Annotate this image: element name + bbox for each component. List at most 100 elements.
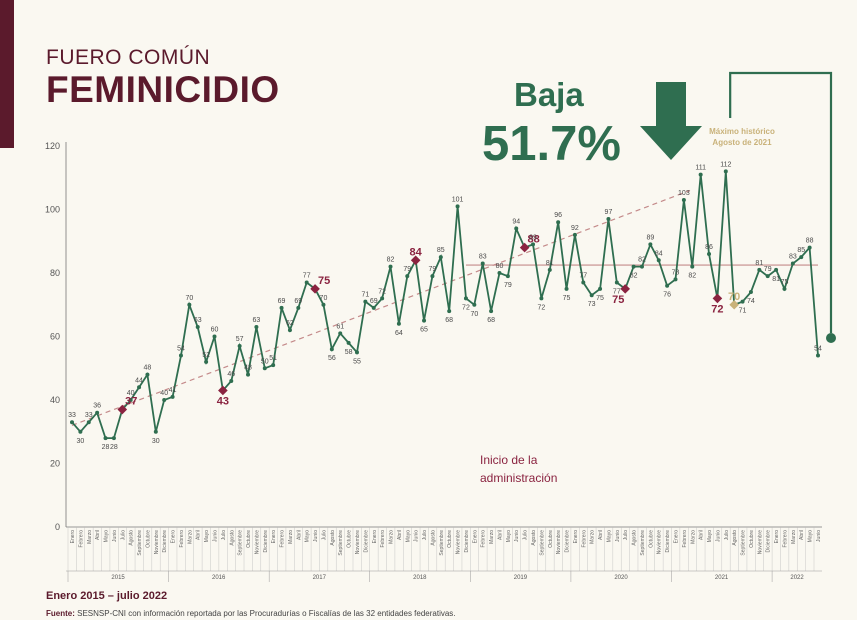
bracket-end-dot xyxy=(826,333,836,343)
arrow-down-icon xyxy=(640,82,702,160)
data-point xyxy=(765,274,770,279)
data-label: 60 xyxy=(211,327,219,334)
data-label: 77 xyxy=(579,273,587,280)
year-label: 2021 xyxy=(715,575,729,581)
month-tick-label: Diciembre xyxy=(665,530,671,553)
data-point xyxy=(438,255,443,260)
data-point xyxy=(237,344,242,349)
data-point xyxy=(656,258,661,263)
month-tick-label: Julio xyxy=(422,530,428,541)
source-label: Fuente: xyxy=(46,609,75,618)
admin-annotation-line1: Inicio de la xyxy=(480,453,538,467)
data-point xyxy=(614,280,619,285)
data-label: 77 xyxy=(613,289,621,296)
data-label: 82 xyxy=(387,257,395,264)
month-tick-label: Marzo xyxy=(389,530,395,544)
period-label: Enero 2015 – julio 2022 xyxy=(46,590,168,602)
month-tick-label: Agosto xyxy=(632,530,638,546)
highlight-point xyxy=(218,385,228,396)
data-label: 70 xyxy=(728,291,740,303)
month-tick-label: Abril xyxy=(296,530,302,540)
data-point xyxy=(648,242,653,247)
month-tick-label: Junio xyxy=(414,530,420,542)
month-tick-label: Noviembre xyxy=(757,530,763,554)
data-point xyxy=(707,251,712,256)
month-tick-label: Agosto xyxy=(330,530,336,546)
data-point xyxy=(279,305,284,310)
month-tick-label: Noviembre xyxy=(556,530,562,554)
data-label: 84 xyxy=(410,246,423,258)
data-label: 41 xyxy=(169,387,177,394)
data-point xyxy=(78,429,83,434)
data-label: 79 xyxy=(429,266,437,273)
decrease-label: Baja xyxy=(514,76,584,113)
year-label: 2020 xyxy=(614,575,628,581)
data-point xyxy=(480,261,485,266)
data-point xyxy=(816,353,820,358)
month-tick-label: Mayo xyxy=(104,530,110,542)
highlight-point xyxy=(410,255,421,266)
data-point xyxy=(296,305,301,310)
month-tick-label: Octubre xyxy=(246,530,252,548)
data-point xyxy=(363,299,368,304)
month-tick-label: Febrero xyxy=(481,530,487,548)
data-point xyxy=(505,274,510,279)
month-tick-label: Febrero xyxy=(581,530,587,548)
data-point xyxy=(598,286,603,291)
series-line xyxy=(71,171,819,439)
month-tick-label: Julio xyxy=(221,530,227,541)
data-point xyxy=(572,232,577,237)
data-label: 88 xyxy=(806,238,814,245)
data-label: 97 xyxy=(605,209,613,216)
data-label: 84 xyxy=(655,250,663,257)
data-label: 81 xyxy=(755,260,763,267)
month-tick-label: Septiembre xyxy=(741,530,747,556)
data-label: 33 xyxy=(85,412,93,419)
month-tick-label: Marzo xyxy=(690,530,696,544)
data-label: 28 xyxy=(110,444,118,451)
month-tick-label: Marzo xyxy=(590,530,596,544)
y-tick-label: 20 xyxy=(50,459,60,469)
brand-bar xyxy=(0,0,14,148)
series-line-path xyxy=(71,171,819,439)
data-label: 101 xyxy=(452,196,464,203)
y-tick-label: 120 xyxy=(45,141,60,151)
data-point xyxy=(354,350,359,355)
month-tick-label: Febrero xyxy=(782,530,788,548)
month-tick-label: Julio xyxy=(120,530,126,541)
month-tick-label: Agosto xyxy=(129,530,135,546)
data-label: 65 xyxy=(420,327,428,334)
data-label: 89 xyxy=(646,234,654,241)
month-tick-label: Agosto xyxy=(229,530,235,546)
month-tick-label: Octubre xyxy=(749,530,755,548)
data-label: 55 xyxy=(353,358,361,365)
month-tick-label: Diciembre xyxy=(263,530,269,553)
month-tick-label: Junio xyxy=(212,530,218,542)
data-point xyxy=(514,226,519,231)
data-label: 96 xyxy=(554,212,562,219)
data-point xyxy=(153,429,158,434)
data-label: 82 xyxy=(638,257,646,264)
data-point xyxy=(723,169,728,174)
data-point xyxy=(639,264,644,269)
data-label: 28 xyxy=(102,444,110,451)
data-label: 88 xyxy=(528,234,540,246)
data-label: 89 xyxy=(529,234,537,241)
data-label: 68 xyxy=(487,317,495,324)
data-point xyxy=(137,385,142,390)
month-tick-label: Mayo xyxy=(506,530,512,542)
data-label: 76 xyxy=(663,292,671,299)
data-point xyxy=(782,286,787,291)
data-point xyxy=(212,334,217,339)
decrease-value: 51.7% xyxy=(482,117,621,171)
year-label: 2016 xyxy=(212,575,226,581)
data-point xyxy=(287,328,292,333)
data-point xyxy=(455,204,460,209)
month-tick-label: Enero xyxy=(573,530,579,544)
data-label: 79 xyxy=(504,282,512,289)
data-point xyxy=(606,217,611,222)
month-tick-label: Marzo xyxy=(489,530,495,544)
data-point xyxy=(145,372,150,377)
data-point xyxy=(690,264,695,269)
